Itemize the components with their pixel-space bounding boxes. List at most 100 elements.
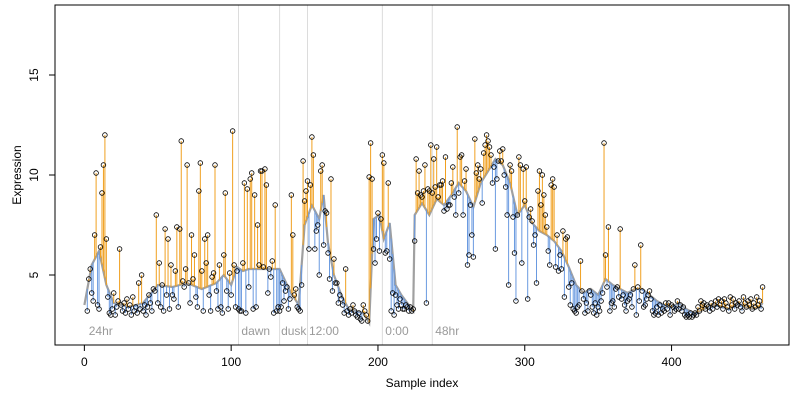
data-point <box>278 304 284 310</box>
data-point <box>460 212 466 218</box>
data-point <box>642 302 648 308</box>
data-point <box>756 298 763 304</box>
data-point <box>636 298 642 304</box>
data-point <box>617 226 623 232</box>
data-point <box>480 150 487 156</box>
data-point <box>323 210 330 216</box>
data-point <box>517 162 524 168</box>
annotation-label: 12:00 <box>309 324 339 338</box>
data-point <box>112 312 118 318</box>
y-tick-label: 5 <box>27 271 41 278</box>
data-point <box>249 170 255 176</box>
data-point <box>447 202 453 208</box>
data-point <box>419 194 425 200</box>
data-point <box>196 188 202 194</box>
data-point <box>502 184 509 190</box>
data-point <box>627 292 634 298</box>
data-point <box>433 144 440 150</box>
data-point <box>194 304 201 310</box>
data-point <box>579 288 585 294</box>
data-point <box>332 280 339 286</box>
data-point <box>577 258 584 264</box>
data-point <box>564 234 571 240</box>
data-point <box>87 266 93 272</box>
data-point <box>569 280 575 286</box>
data-point <box>326 276 333 282</box>
data-point <box>115 298 121 304</box>
data-point <box>391 312 397 318</box>
data-point <box>504 212 510 218</box>
data-point <box>436 182 443 188</box>
data-point <box>510 214 516 220</box>
data-point <box>566 284 572 290</box>
x-tick-label: 100 <box>221 355 241 369</box>
data-point <box>180 278 186 284</box>
data-point <box>100 162 107 168</box>
data-point <box>325 250 331 256</box>
data-point <box>216 262 223 268</box>
point-layer <box>84 124 766 324</box>
data-point <box>334 280 340 286</box>
data-point <box>122 310 129 316</box>
data-point <box>221 252 227 258</box>
data-point <box>102 132 108 138</box>
data-point <box>237 308 243 314</box>
data-point <box>621 302 628 308</box>
data-point <box>397 296 403 302</box>
data-point <box>162 226 168 232</box>
data-point <box>266 266 273 272</box>
data-point <box>285 306 292 312</box>
data-point <box>128 312 135 318</box>
data-point <box>646 288 653 294</box>
data-point <box>172 268 179 274</box>
data-point <box>156 260 162 266</box>
data-point <box>356 310 362 316</box>
data-point <box>193 294 199 300</box>
data-point <box>152 288 158 294</box>
data-point <box>551 184 557 190</box>
data-point <box>451 194 457 200</box>
data-point <box>133 304 139 310</box>
data-point <box>489 180 496 186</box>
data-point <box>313 228 320 234</box>
data-point <box>680 304 687 310</box>
data-point <box>147 300 154 306</box>
data-point <box>272 202 278 208</box>
data-point <box>130 294 136 300</box>
data-point <box>202 236 208 242</box>
data-point <box>726 308 732 314</box>
data-point <box>113 304 120 310</box>
x-tick-label: 200 <box>368 355 388 369</box>
data-point <box>320 242 327 248</box>
data-point <box>635 284 641 290</box>
data-point <box>604 284 610 290</box>
data-point <box>630 286 637 292</box>
data-point <box>168 262 174 268</box>
data-point <box>165 236 171 242</box>
data-point <box>598 298 604 304</box>
data-point <box>187 300 193 306</box>
data-point <box>585 308 591 314</box>
data-point <box>284 284 290 290</box>
data-point <box>547 262 553 268</box>
data-point <box>593 312 600 318</box>
data-point <box>159 282 165 288</box>
data-point <box>287 296 293 302</box>
data-point <box>364 318 371 324</box>
data-point <box>527 206 534 212</box>
data-point <box>740 294 747 300</box>
data-point <box>138 272 145 278</box>
data-point <box>263 182 270 188</box>
data-point <box>476 176 482 182</box>
data-point <box>260 264 267 270</box>
data-point <box>251 192 258 198</box>
data-point <box>657 302 663 308</box>
data-point <box>495 158 502 164</box>
data-point <box>225 306 231 312</box>
data-point <box>482 142 488 148</box>
annotation-label: 24hr <box>89 324 113 338</box>
data-point <box>558 266 565 272</box>
data-point <box>379 152 386 158</box>
data-point <box>103 236 110 242</box>
data-point <box>538 202 544 208</box>
